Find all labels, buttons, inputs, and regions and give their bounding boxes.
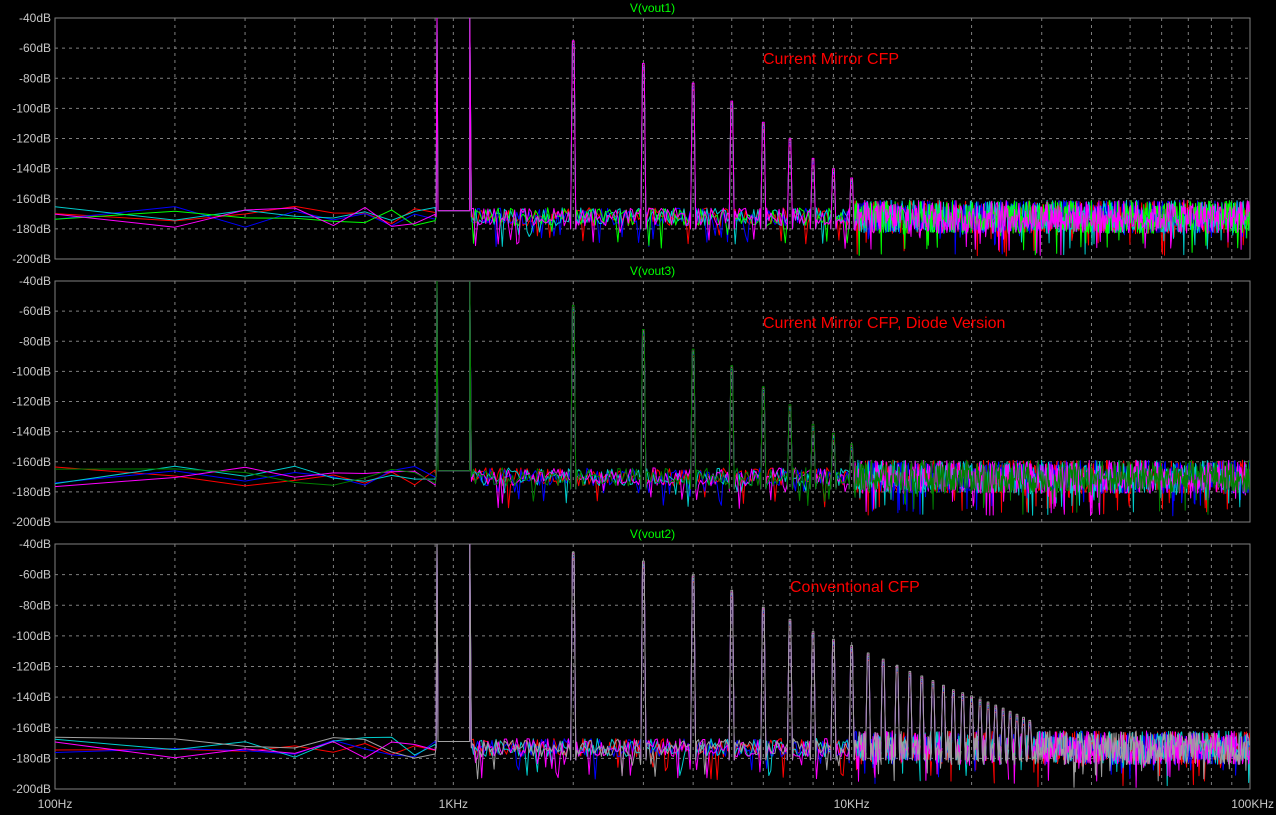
panel-annotation: Conventional CFP (790, 579, 920, 596)
panel-annotation: Current Mirror CFP (763, 51, 899, 68)
y-tick-label: -40dB (19, 537, 51, 551)
series-trace (55, 18, 1250, 256)
y-tick-label: -140dB (12, 162, 51, 176)
series-trace (55, 544, 1250, 788)
y-tick-label: -40dB (19, 274, 51, 288)
y-tick-label: -180dB (12, 222, 51, 236)
y-tick-label: -80dB (19, 598, 51, 612)
y-tick-label: -200dB (12, 515, 51, 529)
y-tick-label: -180dB (12, 751, 51, 765)
y-tick-label: -120dB (12, 395, 51, 409)
series-trace (55, 281, 1250, 517)
x-tick-label: 10KHz (834, 797, 870, 811)
panel-1: -40dB -60dB -80dB -100dB -120dB -140dB -160dB -… (12, 1, 1251, 266)
y-tick-label: -120dB (12, 132, 51, 146)
y-tick-label: -160dB (12, 455, 51, 469)
y-tick-label: -140dB (12, 425, 51, 439)
y-tick-label: -100dB (12, 364, 51, 378)
panel-title: V(vout2) (630, 527, 675, 541)
panel-3: -40dB -60dB -80dB -100dB -120dB -140dB -160dB -… (12, 527, 1251, 796)
y-tick-label: -80dB (19, 334, 51, 348)
traces (55, 18, 1250, 257)
y-tick-label: -180dB (12, 485, 51, 499)
y-tick-label: -160dB (12, 721, 51, 735)
traces (55, 544, 1250, 788)
y-tick-label: -200dB (12, 252, 51, 266)
y-tick-label: -160dB (12, 192, 51, 206)
x-tick-label: 1KHz (439, 797, 468, 811)
y-tick-label: -60dB (19, 568, 51, 582)
traces (55, 281, 1250, 517)
panel-annotation: Current Mirror CFP, Diode Version (763, 315, 1005, 332)
y-tick-label: -120dB (12, 660, 51, 674)
panel-2: -40dB -60dB -80dB -100dB -120dB -140dB -160dB -… (12, 264, 1251, 529)
panel-title: V(vout3) (630, 264, 675, 278)
y-tick-label: -40dB (19, 11, 51, 25)
y-tick-label: -60dB (19, 41, 51, 55)
series-trace (55, 281, 1250, 515)
y-tick-label: -80dB (19, 71, 51, 85)
x-tick-label: 100Hz (38, 797, 73, 811)
y-tick-label: -100dB (12, 629, 51, 643)
y-tick-label: -140dB (12, 690, 51, 704)
panel-title: V(vout1) (630, 1, 675, 15)
y-tick-label: -100dB (12, 101, 51, 115)
y-tick-label: -60dB (19, 304, 51, 318)
x-tick-label: 100KHz (1231, 797, 1274, 811)
y-tick-label: -200dB (12, 782, 51, 796)
